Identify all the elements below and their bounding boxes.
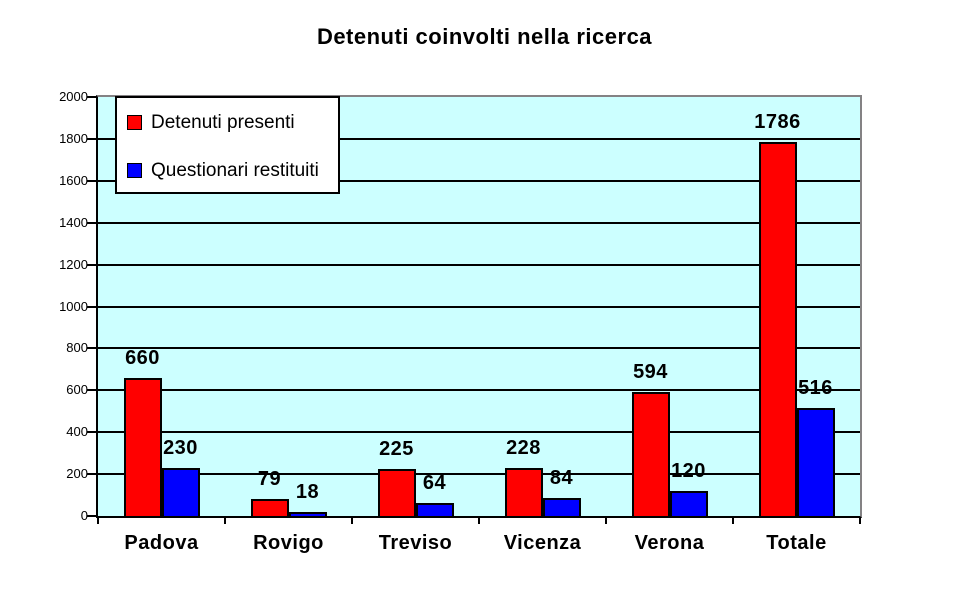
legend: Detenuti presenti Questionari restituiti bbox=[115, 96, 340, 194]
chart-title: Detenuti coinvolti nella ricerca bbox=[316, 24, 653, 49]
y-axis-tick bbox=[87, 96, 96, 98]
y-axis-tick-label: 0 bbox=[80, 508, 88, 523]
y-axis-tick-label: 1800 bbox=[59, 130, 88, 146]
value-label: 64 bbox=[422, 472, 447, 494]
legend-label: Detenuti presenti bbox=[151, 111, 295, 133]
bar-series2-totale bbox=[796, 408, 835, 516]
legend-swatch-blue bbox=[127, 162, 142, 178]
x-axis-tick bbox=[605, 518, 607, 524]
gridline bbox=[98, 431, 860, 434]
category-label-totale: Totale bbox=[766, 532, 827, 554]
value-label: 660 bbox=[125, 347, 160, 369]
bar-series1-vicenza bbox=[504, 468, 543, 516]
bar-series2-treviso bbox=[415, 503, 454, 516]
value-label: 79 bbox=[257, 468, 282, 490]
y-axis-tick-label: 1600 bbox=[59, 172, 88, 188]
value-label: 225 bbox=[379, 438, 414, 460]
legend-item-questionari-restituiti: Questionari restituiti bbox=[127, 156, 319, 184]
category-label-padova: Padova bbox=[124, 532, 199, 554]
bar-series1-treviso bbox=[377, 469, 416, 516]
y-axis-tick bbox=[87, 389, 96, 392]
x-axis-tick bbox=[859, 518, 861, 524]
y-axis-tick-label: 800 bbox=[66, 340, 88, 356]
gridline bbox=[98, 179, 860, 182]
y-axis-tick-label: 200 bbox=[66, 466, 88, 482]
y-axis-tick bbox=[87, 221, 96, 224]
x-axis-tick bbox=[351, 518, 353, 524]
gridline bbox=[98, 389, 860, 392]
y-axis-tick-label: 1400 bbox=[59, 214, 88, 230]
y-axis-tick bbox=[87, 473, 96, 476]
legend-item-detenuti-presenti: Detenuti presenti bbox=[127, 108, 295, 136]
category-label-rovigo: Rovigo bbox=[253, 532, 324, 554]
y-axis-tick bbox=[87, 515, 96, 517]
category-label-treviso: Treviso bbox=[378, 532, 453, 554]
value-label: 230 bbox=[163, 437, 198, 459]
y-axis-tick-label: 400 bbox=[66, 424, 88, 440]
bar-series1-totale bbox=[758, 142, 797, 516]
gridline bbox=[98, 347, 860, 350]
gridline bbox=[98, 473, 860, 476]
value-label: 594 bbox=[633, 361, 668, 383]
bar-series2-rovigo bbox=[288, 512, 327, 516]
y-axis-tick-label: 600 bbox=[66, 382, 88, 398]
legend-swatch-red bbox=[127, 114, 142, 130]
bar-series2-padova bbox=[161, 468, 200, 516]
category-label-verona: Verona bbox=[634, 532, 705, 554]
value-label: 516 bbox=[798, 377, 833, 399]
y-axis-tick-label: 1000 bbox=[59, 298, 88, 314]
legend-label: Questionari restituiti bbox=[151, 159, 319, 181]
y-axis-tick-label: 1200 bbox=[59, 256, 88, 272]
y-axis-tick-label: 2000 bbox=[59, 89, 88, 104]
value-label: 84 bbox=[549, 467, 574, 489]
y-axis-tick bbox=[87, 431, 96, 434]
value-label: 120 bbox=[671, 460, 706, 482]
x-axis-tick bbox=[224, 518, 226, 524]
bar-series1-padova bbox=[123, 378, 162, 516]
gridline bbox=[98, 221, 860, 224]
value-label: 1786 bbox=[754, 111, 801, 133]
category-label-vicenza: Vicenza bbox=[503, 532, 582, 554]
bar-series1-rovigo bbox=[250, 499, 289, 516]
x-axis-tick bbox=[478, 518, 480, 524]
y-axis-tick bbox=[87, 305, 96, 308]
gridline bbox=[98, 137, 860, 140]
x-axis-tick bbox=[97, 518, 99, 524]
value-label: 228 bbox=[506, 437, 541, 459]
y-axis-tick bbox=[87, 347, 96, 350]
gridline bbox=[98, 263, 860, 266]
value-label: 18 bbox=[295, 481, 320, 503]
x-axis-tick bbox=[732, 518, 734, 524]
y-axis-tick bbox=[87, 137, 96, 140]
y-axis-tick bbox=[87, 179, 96, 182]
bar-series2-vicenza bbox=[542, 498, 581, 516]
bar-series2-verona bbox=[669, 491, 708, 516]
bar-series1-verona bbox=[631, 392, 670, 516]
gridline bbox=[98, 305, 860, 308]
y-axis-tick bbox=[87, 263, 96, 266]
